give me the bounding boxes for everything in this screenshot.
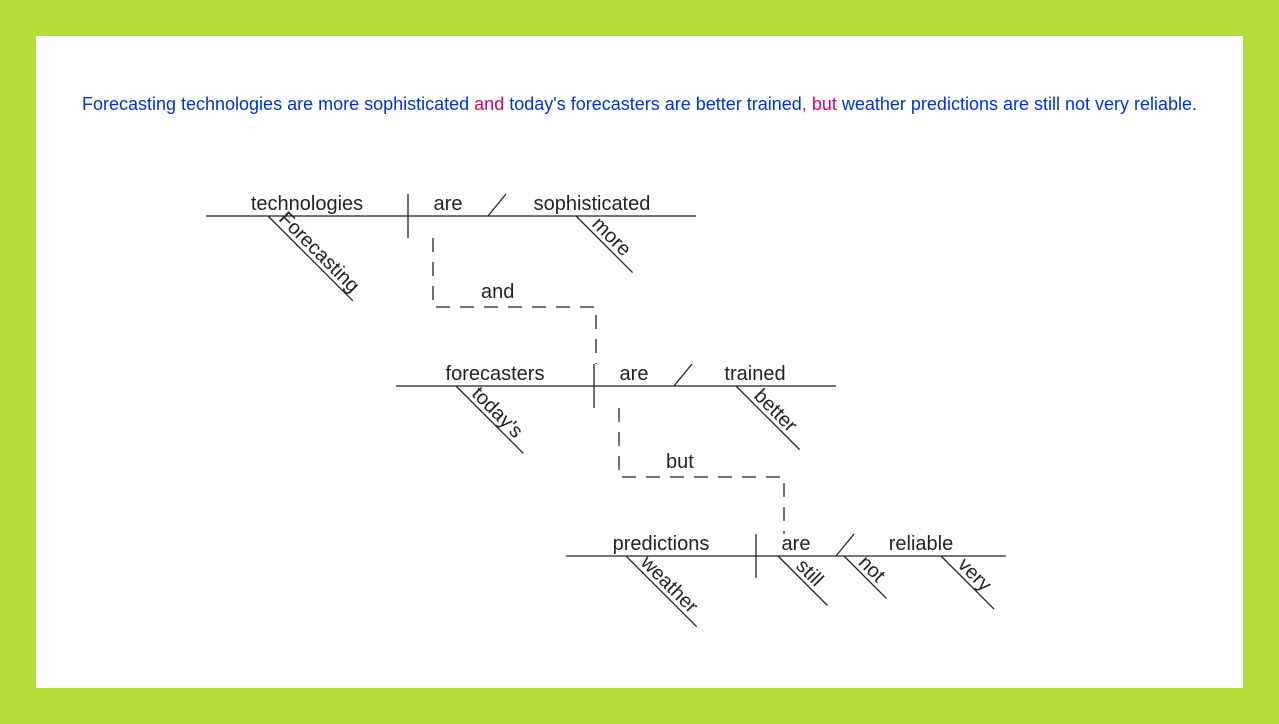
conjunction-word: and	[481, 281, 514, 303]
predicate-word: reliable	[889, 533, 953, 555]
verb-word: are	[782, 533, 811, 555]
modifier-word: not	[854, 551, 890, 587]
sentence-diagram: technologies are sophisticated Forecasting m…	[36, 36, 1243, 688]
modifier-word: today's	[467, 383, 527, 443]
predicate-word: trained	[724, 363, 785, 385]
modifier-word: better	[749, 385, 801, 437]
subject-word: technologies	[251, 193, 363, 215]
verb-predicate-divider	[488, 194, 506, 216]
verb-word: are	[434, 193, 463, 215]
outer-frame: Forecasting technologies are more sophis…	[0, 0, 1279, 724]
verb-predicate-divider	[674, 364, 692, 386]
modifier-word: weather	[635, 551, 702, 618]
modifier-word: Forecasting	[274, 208, 363, 297]
verb-predicate-divider	[836, 534, 854, 556]
conjunction-word: but	[666, 451, 694, 473]
verb-word: are	[620, 363, 649, 385]
modifier-word: more	[587, 213, 635, 261]
modifier-word: very	[953, 554, 995, 596]
conjunction-bracket	[433, 238, 596, 364]
diagram-canvas: Forecasting technologies are more sophis…	[36, 36, 1243, 688]
subject-word: predictions	[613, 533, 710, 555]
conjunction-bracket	[619, 408, 784, 534]
subject-word: forecasters	[446, 363, 545, 385]
modifier-word: still	[791, 555, 827, 591]
predicate-word: sophisticated	[534, 193, 651, 215]
